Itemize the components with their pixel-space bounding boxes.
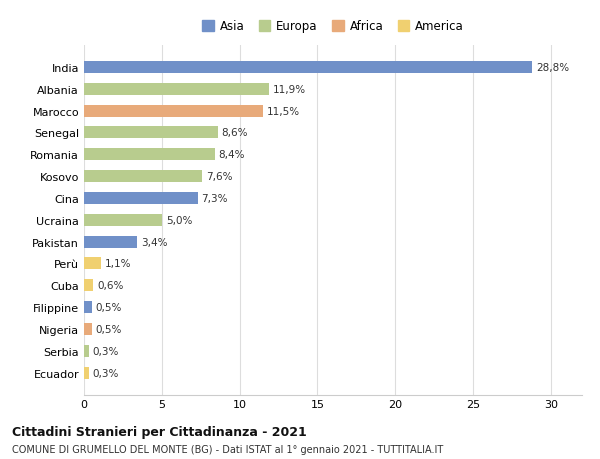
Bar — [84, 171, 202, 183]
Bar — [84, 84, 269, 95]
Bar — [84, 192, 197, 205]
Bar — [84, 149, 215, 161]
Bar — [84, 302, 92, 313]
Bar — [84, 214, 162, 226]
Text: COMUNE DI GRUMELLO DEL MONTE (BG) - Dati ISTAT al 1° gennaio 2021 - TUTTITALIA.I: COMUNE DI GRUMELLO DEL MONTE (BG) - Dati… — [12, 444, 443, 454]
Text: 7,6%: 7,6% — [206, 172, 233, 182]
Text: Cittadini Stranieri per Cittadinanza - 2021: Cittadini Stranieri per Cittadinanza - 2… — [12, 425, 307, 438]
Text: 3,4%: 3,4% — [141, 237, 167, 247]
Text: 28,8%: 28,8% — [536, 63, 569, 73]
Bar — [84, 106, 263, 118]
Bar — [84, 345, 89, 357]
Bar — [84, 367, 89, 379]
Text: 11,5%: 11,5% — [267, 106, 300, 116]
Legend: Asia, Europa, Africa, America: Asia, Europa, Africa, America — [199, 17, 467, 37]
Text: 0,6%: 0,6% — [97, 281, 124, 291]
Text: 0,5%: 0,5% — [95, 325, 122, 334]
Bar — [84, 280, 94, 292]
Bar — [84, 323, 92, 335]
Bar — [84, 258, 101, 270]
Bar — [84, 236, 137, 248]
Text: 11,9%: 11,9% — [273, 84, 306, 95]
Bar — [84, 127, 218, 139]
Text: 7,3%: 7,3% — [202, 194, 228, 203]
Text: 0,3%: 0,3% — [92, 368, 119, 378]
Text: 8,6%: 8,6% — [222, 128, 248, 138]
Text: 0,5%: 0,5% — [95, 302, 122, 313]
Text: 8,4%: 8,4% — [218, 150, 245, 160]
Text: 1,1%: 1,1% — [105, 259, 131, 269]
Bar — [84, 62, 532, 74]
Text: 0,3%: 0,3% — [92, 346, 119, 356]
Text: 5,0%: 5,0% — [166, 215, 192, 225]
